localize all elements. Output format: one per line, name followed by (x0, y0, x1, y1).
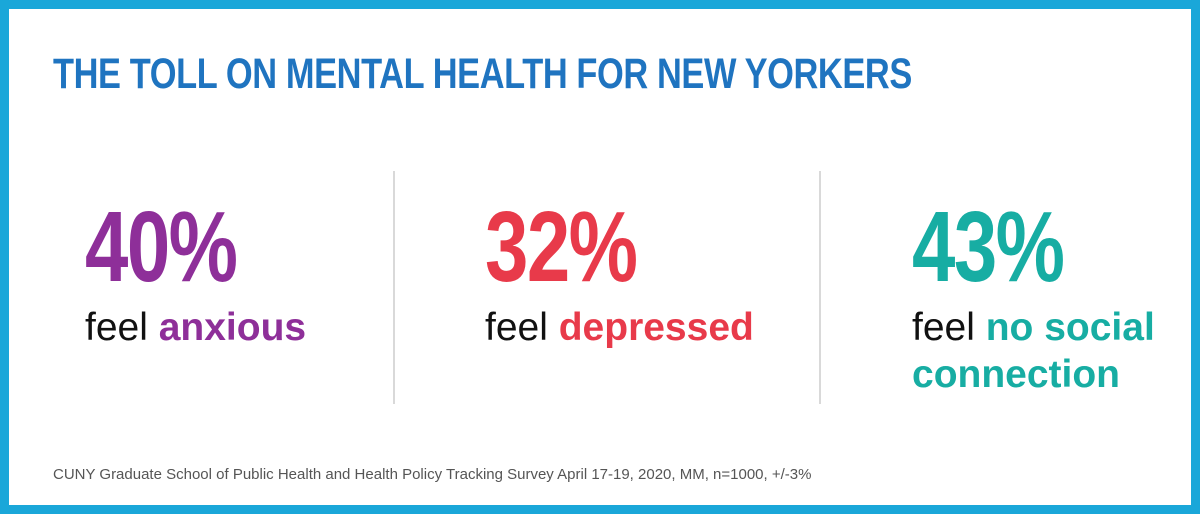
stat-no-social-connection-value: 43% (912, 191, 1065, 303)
source-note: CUNY Graduate School of Public Health an… (53, 466, 812, 483)
stat-no-social-connection-emphasis-line1: no social (985, 306, 1155, 349)
stat-depressed-value: 32% (485, 191, 638, 303)
stat-anxious-emphasis: anxious (158, 306, 307, 349)
stat-depressed-emphasis: depressed (558, 306, 754, 349)
stat-anxious-value: 40% (85, 191, 238, 303)
stat-no-social-connection: 43% feel no social connection (912, 191, 1155, 396)
stat-depressed-prefix: feel (485, 306, 548, 349)
column-divider (393, 171, 395, 404)
stat-anxious-prefix: feel (85, 306, 148, 349)
stat-no-social-connection-emphasis-line2: connection (912, 353, 1121, 396)
stat-no-social-connection-label: feel no social connection (912, 304, 1155, 398)
column-divider (819, 171, 821, 404)
stat-anxious-label: feel anxious (85, 304, 306, 351)
page-title: THE TOLL ON MENTAL HEALTH FOR NEW YORKER… (53, 50, 912, 98)
stat-no-social-connection-prefix: feel (912, 306, 975, 349)
stat-depressed: 32% feel depressed (485, 191, 754, 349)
stat-anxious: 40% feel anxious (85, 191, 306, 349)
stat-depressed-label: feel depressed (485, 304, 754, 351)
